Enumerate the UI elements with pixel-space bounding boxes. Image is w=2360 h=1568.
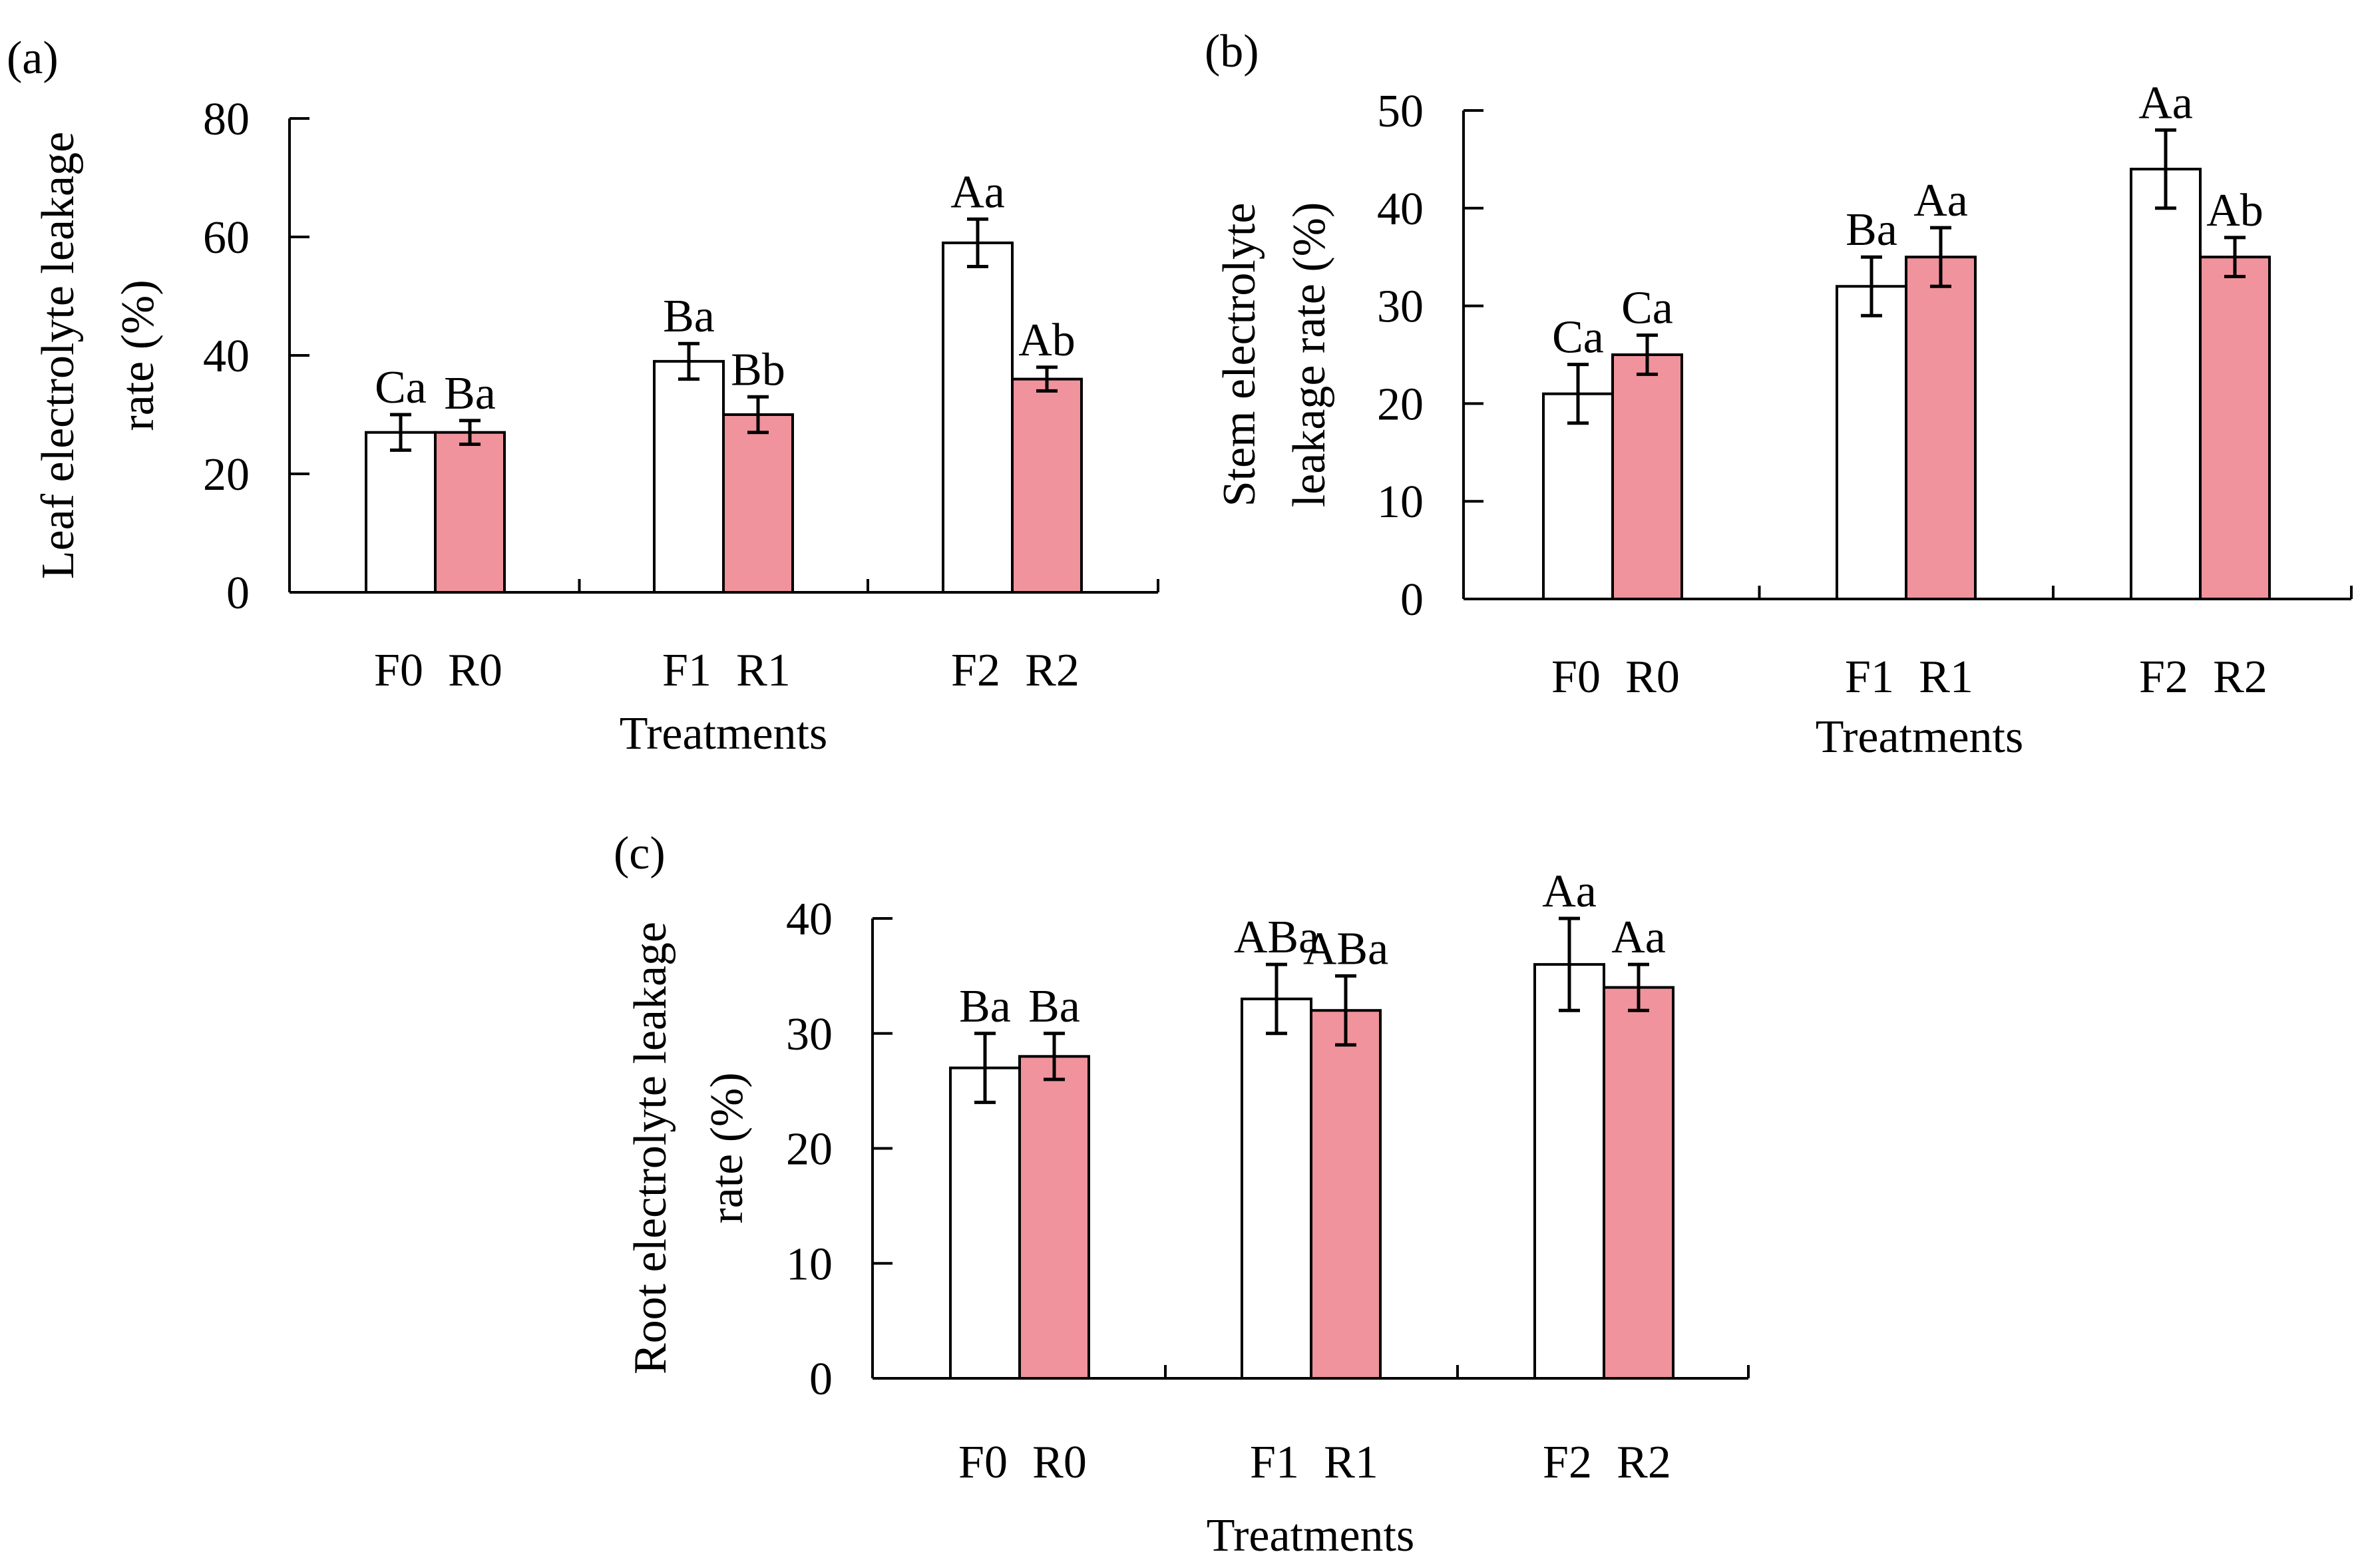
significance-label-F2: Aa xyxy=(950,166,1005,218)
significance-label-F1: ABa xyxy=(1234,912,1319,963)
x-tick-label-F0: F0 xyxy=(958,1437,1008,1488)
bar-F2 xyxy=(2130,168,2202,600)
bar-F0 xyxy=(1542,392,1614,600)
x-tick-label-R2: R2 xyxy=(1617,1437,1671,1488)
x-tick-label-R2: R2 xyxy=(1025,645,1080,696)
x-tick-label-R1: R1 xyxy=(1324,1437,1378,1488)
y-tick-label: 10 xyxy=(786,1239,833,1290)
y-tick-label: 10 xyxy=(1377,477,1424,528)
bar-R1 xyxy=(1310,1009,1382,1380)
x-tick-label-F0: F0 xyxy=(374,645,423,696)
chart-panel-c: (c) 0 10 20 30 40 Ba F0 Ba R0 ABa F1 ABa R1 Aa F2 Aa R2 Tr… xyxy=(614,828,1750,1561)
chart-panel-a: (a) 0 20 40 60 80 Ca F0 Ba R0 Ba F1 Bb R1 Aa F2 Ab R2 Trea… xyxy=(7,33,1159,759)
significance-label-R0: Ca xyxy=(1621,283,1673,334)
x-tick-label-F2: F2 xyxy=(951,645,1000,696)
bar-R0 xyxy=(1611,353,1683,600)
chart-panel-b: (b) 0 10 20 30 40 50 Ca F0 Ca R0 Ba F1 Aa R1 Aa F2 Ab R2 Tr… xyxy=(1205,26,2353,763)
y-tick-label: 0 xyxy=(1400,574,1424,626)
x-tick-label-F2: F2 xyxy=(2139,652,2188,703)
bar-R1 xyxy=(722,413,794,594)
bar-F1 xyxy=(1241,997,1312,1380)
x-tick-label-R2: R2 xyxy=(2213,652,2267,703)
y-tick-label: 40 xyxy=(786,894,833,945)
y-tick-label: 40 xyxy=(1377,184,1424,235)
bar-F1 xyxy=(653,359,725,594)
x-tick-label-R0: R0 xyxy=(448,645,502,696)
y-axis-title-line-1: Stem electrolyte xyxy=(1214,203,1265,507)
significance-label-F0: Ba xyxy=(959,981,1011,1032)
significance-label-F0: Ca xyxy=(1552,312,1604,363)
bar-R2 xyxy=(2199,256,2271,600)
x-tick-label-R1: R1 xyxy=(736,645,791,696)
y-axis-title-line-2: leakage rate (%) xyxy=(1284,202,1335,508)
x-tick-label-F2: F2 xyxy=(1543,1437,1592,1488)
panel-label: (a) xyxy=(7,33,59,84)
x-tick-label-F1: F1 xyxy=(1250,1437,1299,1488)
significance-label-R1: Bb xyxy=(731,344,785,395)
x-axis-title: Treatments xyxy=(620,708,827,759)
y-tick-label: 20 xyxy=(1377,379,1424,430)
significance-label-R2: Ab xyxy=(1018,315,1076,366)
y-tick-label: 30 xyxy=(1377,282,1424,333)
y-axis-title-line-1: Root electrolyte leakage xyxy=(625,922,676,1374)
panel-label: (b) xyxy=(1205,26,1259,77)
bar-R1 xyxy=(1905,256,1977,600)
significance-label-R2: Ab xyxy=(2206,185,2263,236)
bar-F0 xyxy=(365,431,437,594)
x-tick-label-F0: F0 xyxy=(1551,652,1601,703)
y-tick-label: 20 xyxy=(786,1124,833,1175)
bar-F1 xyxy=(1836,285,1907,600)
y-tick-label: 0 xyxy=(226,568,250,619)
x-axis-title: Treatments xyxy=(1207,1510,1414,1561)
bar-F2 xyxy=(942,241,1014,594)
significance-label-R1: ABa xyxy=(1303,923,1388,974)
y-tick-label: 80 xyxy=(203,94,250,145)
y-tick-label: 50 xyxy=(1377,86,1424,137)
y-tick-label: 30 xyxy=(786,1009,833,1060)
significance-label-R0: Ba xyxy=(1028,981,1080,1032)
y-axis-title-line-2: rate (%) xyxy=(701,1072,753,1223)
significance-label-R2: Aa xyxy=(1611,912,1666,963)
x-tick-label-R1: R1 xyxy=(1919,652,1973,703)
bar-F0 xyxy=(949,1066,1021,1380)
bar-R0 xyxy=(434,431,506,594)
significance-label-R0: Ba xyxy=(444,368,496,419)
panel-label: (c) xyxy=(614,828,666,879)
y-axis-title-line-1: Leaf electrolyte leakage xyxy=(33,132,84,579)
significance-label-R1: Aa xyxy=(1913,175,1968,226)
x-tick-label-F1: F1 xyxy=(1845,652,1894,703)
y-tick-label: 20 xyxy=(203,449,250,500)
x-axis-title: Treatments xyxy=(1816,711,2023,763)
significance-label-F2: Aa xyxy=(2138,77,2193,128)
x-tick-label-R0: R0 xyxy=(1032,1437,1087,1488)
x-tick-label-R0: R0 xyxy=(1625,652,1680,703)
significance-label-F1: Ba xyxy=(1846,204,1897,256)
bar-F2 xyxy=(1533,963,1605,1380)
y-tick-label: 0 xyxy=(809,1354,833,1405)
x-tick-label-F1: F1 xyxy=(662,645,711,696)
bar-R2 xyxy=(1011,377,1083,594)
y-tick-label: 40 xyxy=(203,331,250,382)
significance-label-F2: Aa xyxy=(1542,866,1597,917)
significance-label-F0: Ca xyxy=(375,362,427,413)
y-tick-label: 60 xyxy=(203,212,250,264)
bar-R2 xyxy=(1603,986,1674,1380)
y-axis-title-line-2: rate (%) xyxy=(112,280,164,431)
significance-label-F1: Ba xyxy=(663,291,715,342)
bar-R0 xyxy=(1018,1055,1090,1380)
